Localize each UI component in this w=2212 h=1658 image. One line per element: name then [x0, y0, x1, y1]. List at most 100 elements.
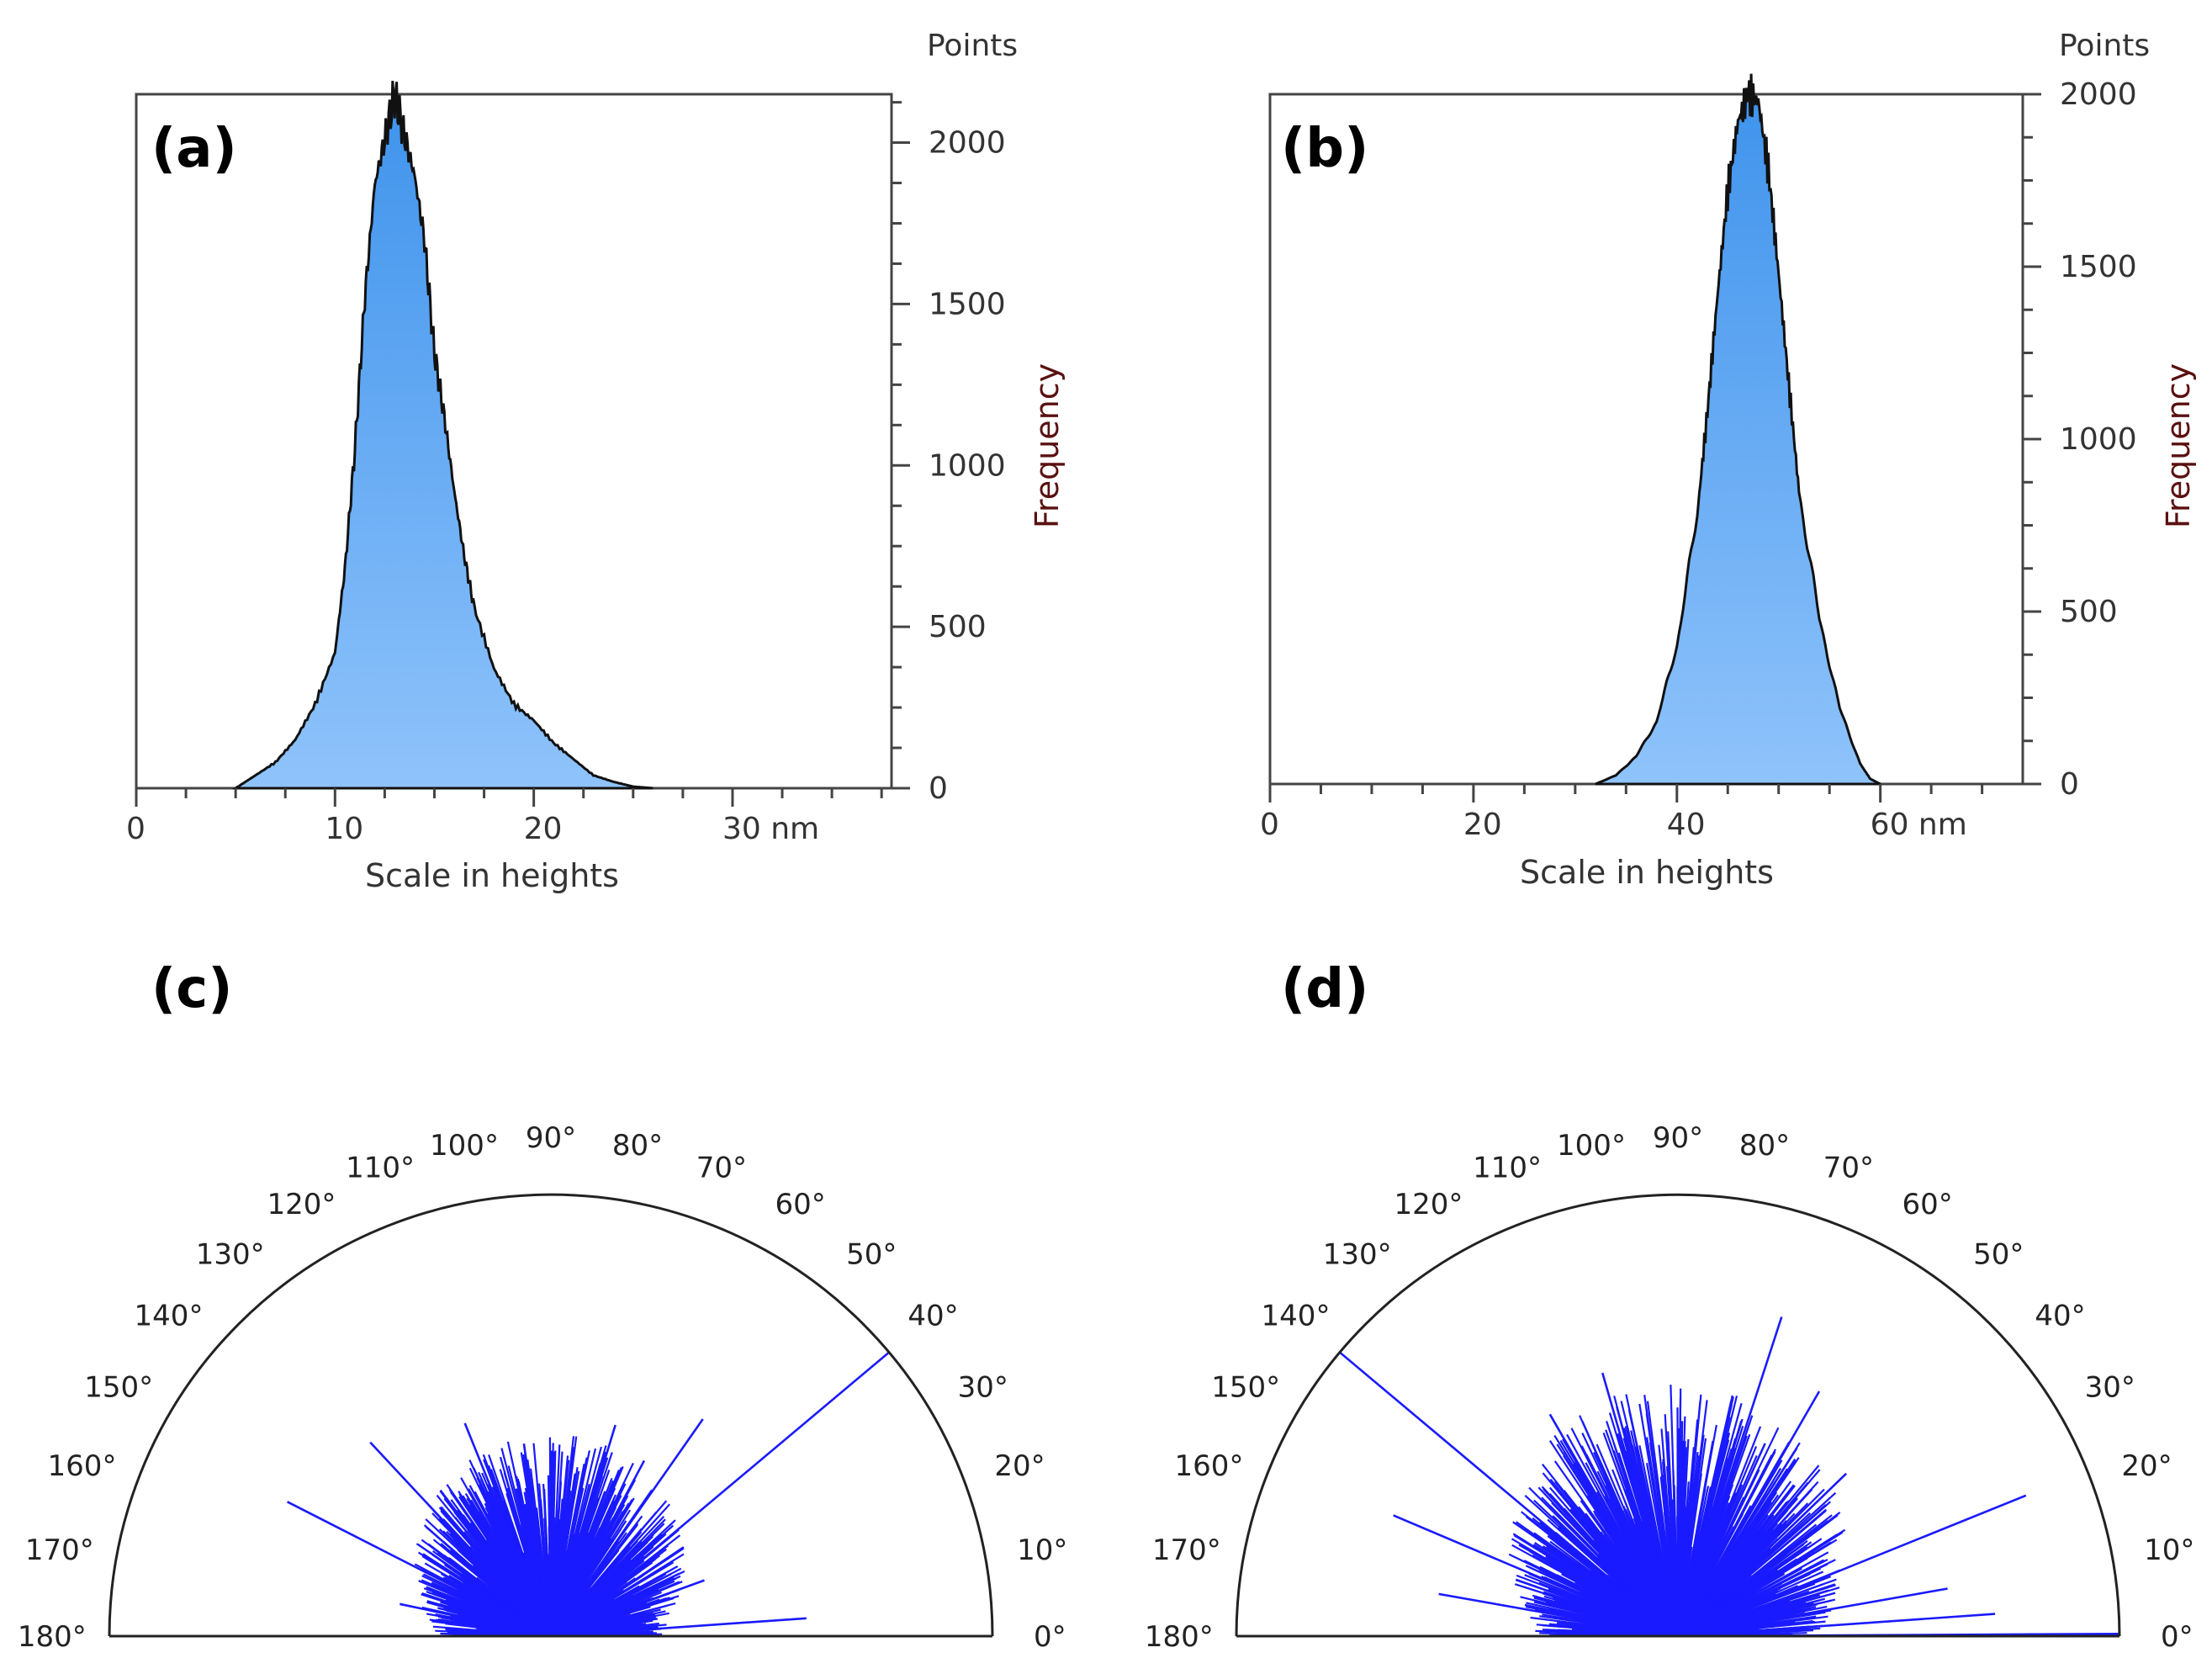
polar-spike [550, 1617, 807, 1638]
panel-label: (b) [1281, 118, 1368, 180]
y-tick-label: 1000 [2060, 422, 2137, 457]
polar-angle-label: 110° [346, 1152, 415, 1185]
polar-angle-label: 90° [526, 1121, 576, 1155]
x-tick-label: 40 [1667, 808, 1706, 842]
polar-line [550, 1587, 636, 1637]
polar-angle-label: 40° [908, 1300, 958, 1333]
x-axis-title: Scale in heights [365, 857, 619, 894]
polar-spike [1338, 1351, 1679, 1637]
polar-angle-label: 140° [135, 1300, 204, 1333]
polar-line [1543, 1591, 1679, 1638]
polar-line [1635, 1539, 1680, 1637]
polar-spike [549, 1459, 646, 1637]
x-tick-label: 0 [126, 812, 146, 846]
y-axis-ticks: 0 500 1000 1500 2000 [2023, 77, 2137, 802]
polar-angle-label: 130° [1323, 1238, 1392, 1272]
polar-spike [1393, 1514, 1679, 1638]
polar-line [1554, 1481, 1679, 1637]
polar-plot: 0° 10° 20° 30° 40° 50° 60° 70° 80° 90° 100° 110° 120… [1145, 1121, 2194, 1654]
polar-line [1646, 1437, 1680, 1637]
histogram-area [231, 81, 654, 790]
polar-line [1677, 1530, 1750, 1637]
polar-angle-label: 130° [196, 1238, 265, 1272]
plot-frame [1268, 93, 2024, 786]
polar-angle-label: 60° [1902, 1188, 1952, 1221]
polar-angle-label: 70° [696, 1152, 747, 1185]
polar-angle-label: 100° [1557, 1129, 1626, 1163]
polar-line [1648, 1497, 1680, 1637]
polar-line [468, 1467, 552, 1637]
polar-panel-d: (d) 0° 10° 20° 30° 40° 50° 60° 70° 80° 90° 100° 110… [1145, 958, 2194, 1654]
polar-line [469, 1522, 552, 1637]
y-axis-ticks: 0 500 1000 1500 2000 [892, 101, 1006, 806]
polar-spike [549, 1418, 704, 1637]
polar-line [550, 1596, 633, 1637]
panel-label: (c) [151, 958, 232, 1020]
polar-line [1677, 1563, 1828, 1637]
polar-line [1516, 1574, 1679, 1638]
polar-spike [1676, 1390, 1821, 1637]
polar-spike [1677, 1587, 1948, 1638]
polar-angle-label: 120° [1394, 1188, 1463, 1221]
polar-spike [400, 1602, 552, 1638]
polar-line [549, 1480, 615, 1637]
polar-spike [550, 1351, 891, 1637]
polar-line [1676, 1524, 1707, 1637]
y-axis-top-label: Points [927, 29, 1018, 63]
polar-line [1677, 1583, 1836, 1638]
polar-plot: 0° 10° 20° 30° 40° 50° 60° 70° 80° 90° 100° 110° 120… [18, 1121, 1067, 1654]
polar-angle-label: 170° [25, 1534, 94, 1567]
polar-angle-label: 140° [1262, 1300, 1331, 1333]
polar-spike [1677, 1472, 1848, 1637]
polar-line [1563, 1507, 1679, 1637]
polar-line [480, 1627, 552, 1638]
polar-spike [1677, 1613, 1996, 1638]
x-tick-label: 0 [1260, 808, 1279, 842]
polar-line [1663, 1512, 1680, 1637]
polar-line [1677, 1551, 1829, 1637]
polar-bulk-lines [1508, 1385, 1846, 1638]
x-tick-label: 20 [1463, 808, 1502, 842]
polar-line [1570, 1606, 1679, 1638]
polar-spike [287, 1501, 552, 1638]
x-axis-ticks: 0 20 40 60 nm [1260, 784, 1984, 842]
polar-line [1677, 1573, 1767, 1637]
polar-angle-label: 110° [1473, 1152, 1542, 1185]
polar-line [1676, 1407, 1680, 1637]
y-tick-label: 0 [929, 771, 948, 806]
panel-label: (a) [151, 118, 237, 180]
plot-frame [135, 93, 893, 790]
polar-spike [1438, 1592, 1679, 1638]
polar-spike [549, 1424, 617, 1637]
y-axis-title: Frequency [1029, 363, 1066, 528]
y-tick-label: 2000 [2060, 77, 2137, 112]
polar-line [1677, 1541, 1832, 1637]
polar-line [1677, 1615, 1828, 1638]
polar-angle-label: 0° [1034, 1620, 1066, 1654]
polar-line [436, 1494, 552, 1637]
x-tick-label: 20 [524, 812, 563, 846]
polar-line [549, 1483, 553, 1637]
polar-angle-label: 0° [2161, 1620, 2193, 1654]
polar-line [1676, 1473, 1702, 1637]
polar-line [1543, 1571, 1679, 1637]
polar-line [549, 1463, 585, 1637]
polar-line [550, 1548, 638, 1637]
polar-angle-label: 20° [2121, 1449, 2172, 1483]
y-tick-label: 0 [2060, 767, 2079, 802]
polar-angle-label: 60° [775, 1188, 825, 1221]
polar-angle-label: 50° [846, 1238, 897, 1272]
polar-spike [522, 1443, 553, 1637]
polar-line [1512, 1521, 1679, 1637]
y-axis-top-label: Points [2059, 29, 2150, 63]
polar-bulk-lines [414, 1436, 685, 1638]
polar-frame-arc [108, 1193, 994, 1637]
histogram-panel-b: 0 20 40 60 nm 0 500 1000 1500 2000 (b) Points S… [1260, 29, 2197, 891]
polar-spike [369, 1441, 552, 1637]
polar-angle-label: 80° [1739, 1129, 1790, 1163]
polar-angle-label: 10° [1017, 1534, 1067, 1567]
y-tick-label: 2000 [929, 126, 1006, 161]
polar-line [418, 1580, 552, 1638]
x-tick-label: 10 [325, 812, 363, 846]
